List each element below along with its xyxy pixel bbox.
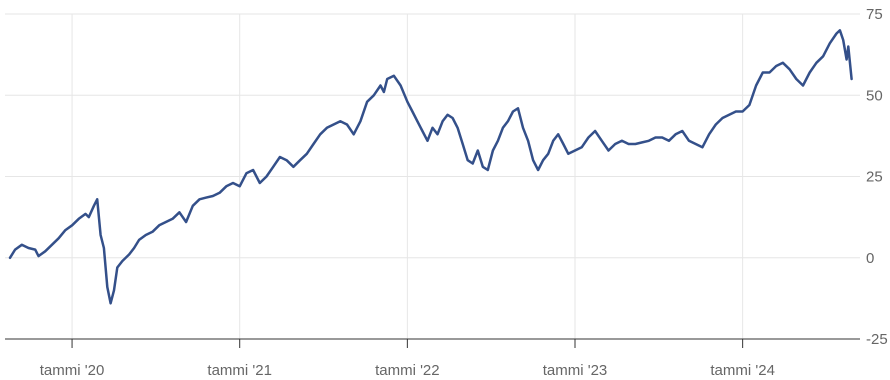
x-tick-label: tammi '23 <box>543 362 608 379</box>
y-tick-label: 75 <box>866 6 883 23</box>
x-tick-label: tammi '22 <box>375 362 440 379</box>
y-tick-label: 0 <box>866 250 874 267</box>
grid-layer <box>5 13 860 339</box>
label-layer: 75 50 25 0 -25 tammi '20 tammi '21 tammi '22 tam… <box>40 6 888 379</box>
y-tick-label: -25 <box>866 331 888 348</box>
y-tick-label: 50 <box>866 87 883 104</box>
series-line <box>8 29 853 305</box>
x-tick-label: tammi '24 <box>710 362 775 379</box>
y-tick-label: 25 <box>866 169 883 186</box>
series-layer <box>8 29 853 305</box>
x-tick-label: tammi '20 <box>40 362 105 379</box>
x-tick-label: tammi '21 <box>207 362 272 379</box>
axis-layer <box>5 338 860 348</box>
